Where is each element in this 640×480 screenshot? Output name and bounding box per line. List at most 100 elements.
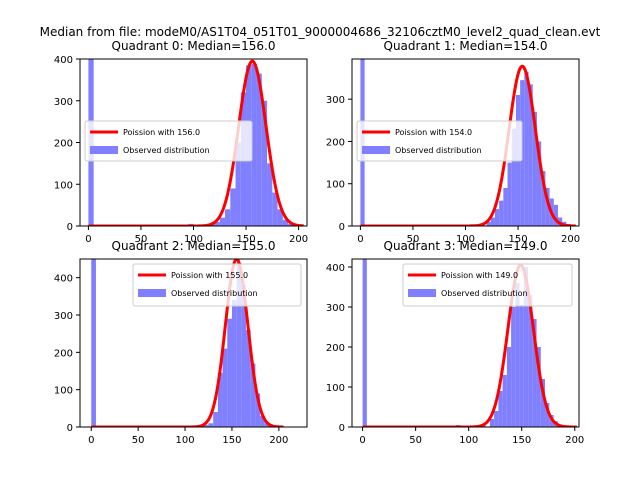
quadrant-0-bar-5 [225,209,231,226]
quadrant-0-ytick-label: 0 [67,222,73,233]
quadrant-0-legend-poisson-label: Poission with 156.0 [123,128,200,137]
quadrant-3-bar-13 [532,319,537,427]
quadrant-1-xtick-label: 200 [561,234,580,245]
quadrant-0-ytick-label: 100 [54,180,73,191]
quadrant-1-bar-6 [494,209,500,226]
quadrant-3-bar-3 [489,419,495,427]
quadrant-2-bar-10 [241,285,247,427]
quadrant-2-xtick-label: 150 [222,435,241,446]
quadrant-0-xtick-label: 100 [184,234,203,245]
quadrant-3-axes-frame [351,258,580,428]
quadrant-1-bar-13 [524,71,529,226]
quadrant-1-bar-14 [528,84,533,226]
quadrant-3-xtick-label: 100 [459,435,478,446]
quadrant-1-bar-18 [545,187,550,226]
quadrant-0-bar-3 [214,221,220,226]
quadrant-2-legend-observed-label: Observed distribution [171,289,258,298]
quadrant-1-bar-5 [490,217,495,226]
quadrant-3-legend: Poission with 149.0 Observed distribution [402,263,573,307]
quadrant-1-ytick-label: 200 [326,137,345,148]
quadrant-3-legend-poisson-label: Poission with 149.0 [441,271,518,280]
quadrant-1-legend-poisson-label: Poission with 154.0 [395,128,472,137]
quadrant-2-bar-2 [203,424,209,427]
quadrant-0-title: Quadrant 0: Median=156.0 [112,39,276,53]
quadrant-3-bar-17 [549,415,554,427]
quadrant-1-ytick-label: 100 [326,180,345,191]
quadrant-0-bar-16 [282,219,289,226]
quadrant-1-bar-7 [499,200,504,226]
quadrant-3-bar-15 [540,379,546,427]
quadrant-3-title: Quadrant 3: Median=149.0 [384,239,548,253]
quadrant-2-legend: Poission with 155.0 Observed distribution [132,263,302,307]
quadrant-2-xtick-label: 50 [132,435,145,446]
quadrant-3-legend-observed-label: Observed distribution [441,289,528,298]
figure-suptitle: Median from file: modeM0/AS1T04_051T01_9… [40,25,601,39]
quadrant-2-bar-12 [250,363,256,427]
quadrant-2-bar-7 [227,318,232,427]
quadrant-0-bar-6 [230,188,236,226]
quadrant-1-bar-15 [532,111,537,226]
quadrant-0-xtick-label: 50 [135,234,148,245]
quadrant-1-legend-box [356,120,523,162]
quadrant-2-bar-13 [255,393,261,427]
quadrant-1-bar-16 [536,141,542,226]
quadrant-3-xtick-label: 200 [565,435,584,446]
quadrant-2-xtick-label: 0 [88,435,94,446]
quadrant-3-bar-14 [536,347,541,427]
quadrant-3-bar-9 [515,283,520,427]
quadrant-3-xtick-label: 0 [359,435,365,446]
quadrant-1-bar-4 [486,221,491,226]
quadrant-2-bar-4 [213,412,218,427]
quadrant-3-ytick-label: 300 [326,303,345,314]
quadrant-2-ytick-label: 300 [54,311,73,322]
quadrant-1-xtick-label: 150 [508,234,527,245]
quadrant-1-bar-20 [553,204,558,226]
quadrant-3-bar-4 [494,411,499,427]
quadrant-3-bar-11 [523,267,529,427]
quadrant-3-bar-7 [506,347,512,427]
quadrant-2-bar-6 [222,348,228,427]
quadrant-3-bar-16 [545,403,550,427]
quadrant-2-title: Quadrant 2: Median=155.0 [112,239,276,253]
quadrant-2-ytick-label: 400 [54,274,73,285]
quadrant-1-legend-observed-label: Observed distribution [395,146,482,155]
quadrant-3-ytick-label: 100 [326,383,345,394]
quadrant-0-bar-7 [235,142,241,226]
quadrant-0-legend-box [84,120,253,162]
quadrant-0-bar-10 [251,64,257,226]
quadrant-0-bar-14 [272,192,278,226]
quadrant-3-bar-5 [498,391,503,427]
quadrant-3-bar-6 [502,375,507,427]
quadrant-2-ytick-label: 200 [54,348,73,359]
quadrant-3-ytick-label: 200 [326,343,345,354]
quadrant-3-bar-10 [519,305,524,427]
quadrant-0-panel: 0 50 100 150 200 0 100 200 300 400 Quadrant 0: Med… [54,39,308,245]
quadrant-3-panel: 0 50 100 150 200 0 100 200 300 400 Quadrant 3: Med… [326,239,584,446]
quadrant-1-panel: 0 50 100 150 200 0 100 200 300 Quadrant 1: Median… [326,39,580,245]
quadrant-1-legend-observed-swatch [362,146,390,154]
quadrant-1-ytick-label: 0 [339,222,345,233]
quadrant-3-bar-12 [528,295,533,427]
quadrant-2-bar-11 [246,329,251,427]
quadrant-3-legend-box [402,263,573,307]
quadrant-2-xtick-label: 100 [176,435,195,446]
quadrant-3-bar-8 [511,307,516,427]
quadrant-2-legend-poisson-label: Poission with 155.0 [171,271,248,280]
quadrant-1-xtick-label: 0 [357,234,363,245]
quadrant-1-bar-10 [511,128,516,226]
quadrant-1-title: Quadrant 1: Median=154.0 [384,39,548,53]
quadrant-2-panel: 0 50 100 150 200 0 100 200 300 400 Quadrant 2: Med… [54,239,308,446]
quadrant-0-ytick-label: 200 [54,139,73,150]
quadrant-3-ytick-label: 400 [326,263,345,274]
quadrant-3-xtick-label: 150 [512,435,531,446]
quadrant-1-xtick-label: 50 [407,234,420,245]
quadrant-2-ytick-label: 100 [54,386,73,397]
quadrant-2-ytick-label: 0 [67,423,73,434]
quadrant-0-bar-12 [261,100,268,226]
quadrant-1-bar-9 [507,162,512,226]
quadrant-0-legend: Poission with 156.0 Observed distribution [84,120,253,162]
quadrant-3-ytick-label: 0 [339,423,345,434]
quadrant-2-bar-14 [260,415,265,427]
quadrant-0-legend-observed-swatch [90,146,118,154]
